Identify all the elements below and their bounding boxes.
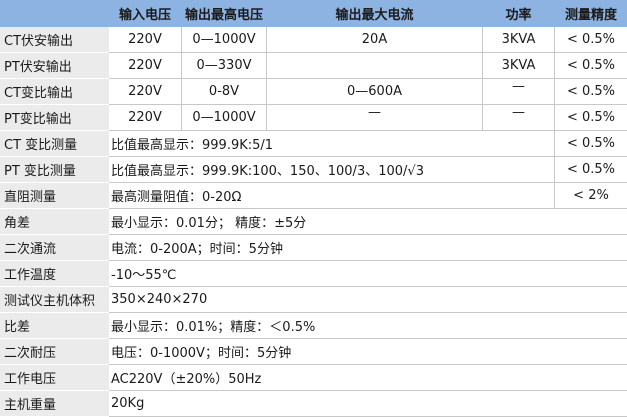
- output-current-cell: 20A: [266, 26, 483, 53]
- row-label: PT伏安输出: [0, 52, 109, 79]
- precision-cell: < 0.5%: [554, 130, 627, 157]
- table-row: CT伏安输出 220V 0—1000V 20A 3KVA < 0.5%: [0, 26, 627, 53]
- header-output-current: 输出最大电流: [266, 0, 483, 27]
- value-cell: -10～55℃: [108, 260, 627, 287]
- row-label: 工作电压: [0, 364, 109, 391]
- input-voltage-cell: 220V: [108, 26, 182, 53]
- row-label: PT变比输出: [0, 104, 109, 131]
- output-current-cell: 0—600A: [266, 78, 483, 105]
- value-cell: 电压：0-1000V；时间：5分钟: [108, 338, 627, 365]
- header-row: 输入电压 输出最高电压 输出最大电流 功率 测量精度: [0, 0, 627, 27]
- row-label: 工作温度: [0, 260, 109, 287]
- row-label: 直阻测量: [0, 182, 109, 209]
- precision-cell: < 2%: [554, 182, 627, 209]
- row-label: 二次耐压: [0, 338, 109, 365]
- precision-cell: < 0.5%: [554, 104, 627, 131]
- precision-cell: < 0.5%: [554, 52, 627, 79]
- row-label: PT 变比测量: [0, 156, 109, 183]
- precision-cell: < 0.5%: [554, 26, 627, 53]
- input-voltage-cell: 220V: [108, 78, 182, 105]
- table-row: PT变比输出 220V 0—1000V — — < 0.5%: [0, 104, 627, 131]
- output-current-cell: [266, 52, 483, 79]
- table-row: PT 变比测量 比值最高显示：999.9K:100、150、100/3、100/√…: [0, 156, 627, 183]
- header-power: 功率: [482, 0, 555, 27]
- row-label: CT变比输出: [0, 78, 109, 105]
- header-cell: [0, 0, 109, 27]
- table-row: 二次通流 电流：0-200A；时间：5分钟: [0, 234, 627, 261]
- table-row: CT变比输出 220V 0-8V 0—600A — < 0.5%: [0, 78, 627, 105]
- output-voltage-cell: 0—1000V: [181, 104, 267, 131]
- value-cell: 比值最高显示：999.9K:5/1: [108, 130, 555, 157]
- output-current-cell: —: [266, 104, 483, 131]
- power-cell: —: [482, 104, 555, 131]
- precision-cell: < 0.5%: [554, 78, 627, 105]
- value-cell: 最高测量阻值：0-20Ω: [108, 182, 555, 209]
- value-cell: 20Kg: [108, 390, 627, 417]
- row-label: 主机重量: [0, 390, 109, 417]
- input-voltage-cell: 220V: [108, 104, 182, 131]
- table-row: 角差 最小显示：0.01分； 精度：±5分: [0, 208, 627, 235]
- output-voltage-cell: 0—330V: [181, 52, 267, 79]
- value-cell: AC220V（±20%）50Hz: [108, 364, 627, 391]
- output-voltage-cell: 0—1000V: [181, 26, 267, 53]
- row-label: CT伏安输出: [0, 26, 109, 53]
- table-row: CT 变比测量 比值最高显示：999.9K:5/1 < 0.5%: [0, 130, 627, 157]
- header-input-voltage: 输入电压: [108, 0, 182, 27]
- value-cell: 最小显示：0.01分； 精度：±5分: [108, 208, 627, 235]
- row-label: 角差: [0, 208, 109, 235]
- row-label: CT 变比测量: [0, 130, 109, 157]
- table-row: PT伏安输出 220V 0—330V 3KVA < 0.5%: [0, 52, 627, 79]
- table-row: 直阻测量 最高测量阻值：0-20Ω < 2%: [0, 182, 627, 209]
- value-cell: 比值最高显示：999.9K:100、150、100/3、100/√3: [108, 156, 555, 183]
- table-row: 二次耐压 电压：0-1000V；时间：5分钟: [0, 338, 627, 365]
- header-output-voltage: 输出最高电压: [181, 0, 267, 27]
- value-cell: 350×240×270: [108, 286, 627, 313]
- row-label: 二次通流: [0, 234, 109, 261]
- power-cell: —: [482, 78, 555, 105]
- table-row: 工作温度 -10～55℃: [0, 260, 627, 287]
- power-cell: 3KVA: [482, 52, 555, 79]
- row-label: 比差: [0, 312, 109, 339]
- value-cell: 最小显示：0.01%；精度：＜0.5%: [108, 312, 627, 339]
- precision-cell: < 0.5%: [554, 156, 627, 183]
- input-voltage-cell: 220V: [108, 52, 182, 79]
- table-row: 测试仪主机体积 350×240×270: [0, 286, 627, 313]
- table-row: 比差 最小显示：0.01%；精度：＜0.5%: [0, 312, 627, 339]
- power-cell: 3KVA: [482, 26, 555, 53]
- value-cell: 电流：0-200A；时间：5分钟: [108, 234, 627, 261]
- table-row: 工作电压 AC220V（±20%）50Hz: [0, 364, 627, 391]
- header-precision: 测量精度: [554, 0, 627, 27]
- table-row: 主机重量 20Kg: [0, 390, 627, 417]
- output-voltage-cell: 0-8V: [181, 78, 267, 105]
- row-label: 测试仪主机体积: [0, 286, 109, 313]
